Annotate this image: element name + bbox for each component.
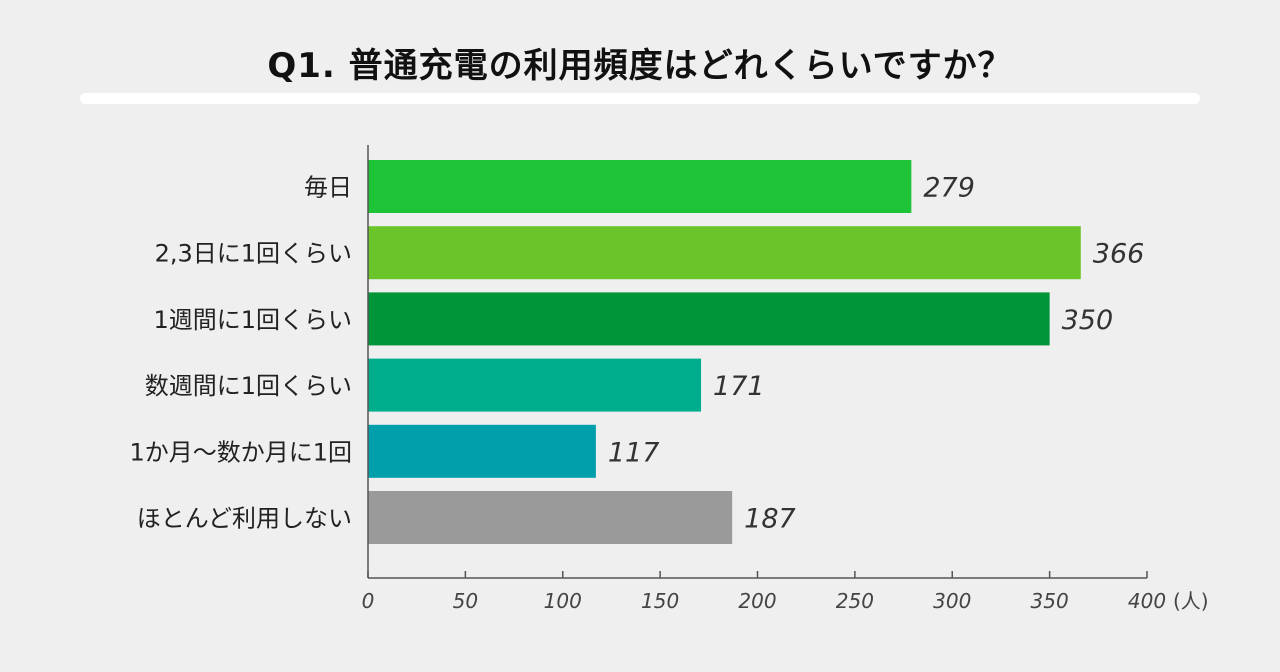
axes-group: 0 50 100 150 200 250 300 350 400 (人) — [362, 145, 1209, 613]
x-tick-label-1: 50 — [453, 589, 478, 613]
x-tick-label-4: 200 — [738, 589, 776, 613]
bar-5 — [368, 491, 733, 544]
category-label-2: 1週間に1回くらい — [153, 306, 352, 334]
category-label-3: 数週間に1回くらい — [145, 372, 352, 400]
chart-title: Q1. 普通充電の利用頻度はどれくらいですか？ — [267, 46, 1013, 86]
value-label-2: 350 — [1062, 305, 1114, 336]
bar-0 — [368, 160, 912, 213]
category-label-0: 毎日 — [304, 174, 352, 202]
category-label-4: 1か月〜数か月に1回 — [129, 438, 352, 466]
x-tick-label-2: 100 — [544, 589, 582, 613]
x-tick-label-3: 150 — [641, 589, 679, 613]
bar-2 — [368, 292, 1050, 346]
x-tick-label-7: 350 — [1031, 589, 1069, 613]
x-axis-unit: (人) — [1173, 589, 1209, 613]
x-tick-label-6: 300 — [933, 589, 971, 613]
category-label-5: ほとんど利用しない — [137, 505, 352, 533]
bar-1 — [368, 226, 1081, 280]
title-underline — [80, 93, 1200, 104]
value-label-4: 117 — [608, 437, 660, 468]
category-label-1: 2,3日に1回くらい — [155, 240, 352, 268]
value-label-3: 171 — [713, 371, 765, 402]
value-label-5: 187 — [744, 504, 796, 535]
bar-3 — [368, 358, 702, 412]
bar-4 — [368, 424, 596, 478]
x-tick-label-5: 250 — [836, 589, 874, 613]
bars-group: 毎日 279 2,3日に1回くらい 366 1週間に1回くらい 350 数週間に1回くらい 1… — [129, 160, 1144, 544]
x-tick-label-0: 0 — [362, 589, 375, 613]
value-label-1: 366 — [1093, 239, 1145, 270]
value-label-0: 279 — [923, 173, 975, 204]
x-tick-label-8: 400 — [1128, 589, 1166, 613]
